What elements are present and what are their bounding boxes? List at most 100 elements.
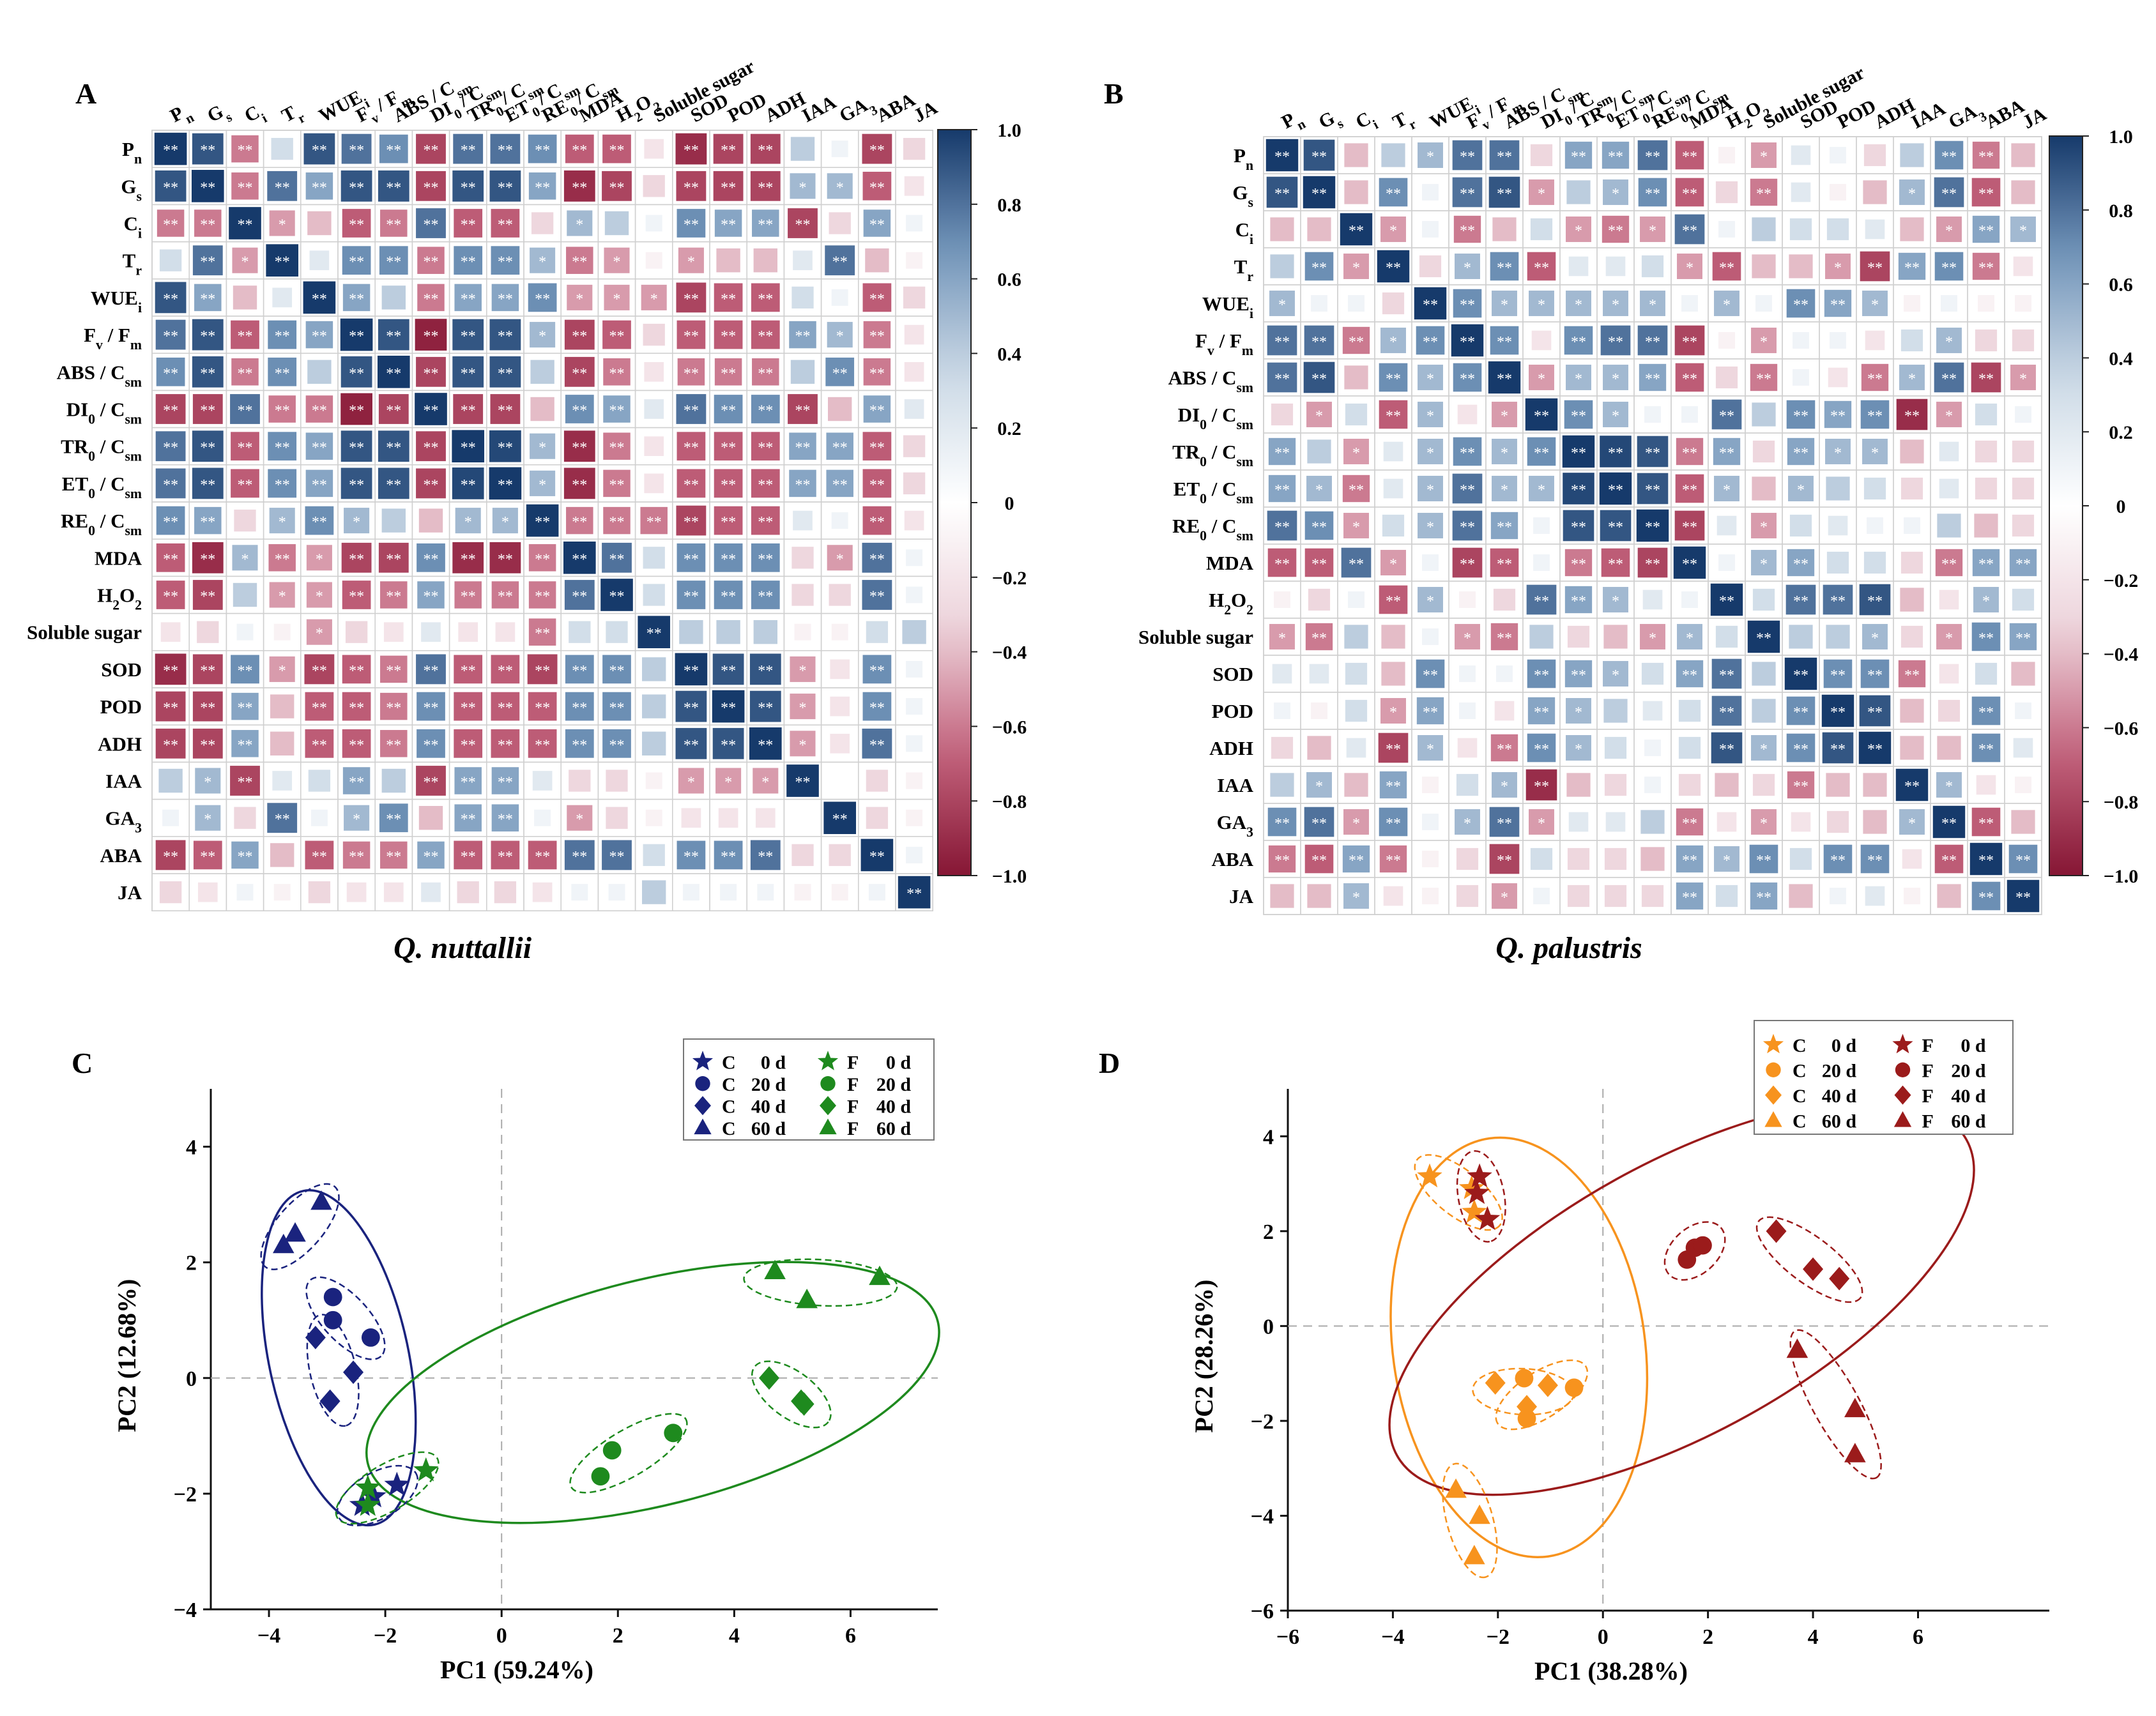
heatmap-cell [1604,773,1627,796]
significance-mark: ** [461,403,476,420]
significance-mark: * [1575,741,1582,758]
significance-mark: * [1501,890,1508,906]
significance-mark: ** [163,440,178,457]
significance-mark: ** [1386,408,1401,425]
significance-mark: ** [1349,853,1364,869]
heatmap-cell [564,580,595,610]
heatmap-cell [794,623,811,641]
significance-mark: ** [1978,704,1994,721]
significance-mark: ** [1978,890,1994,906]
heatmap-cell [1459,591,1476,608]
heatmap-cell [155,394,186,424]
heatmap-cell [1270,217,1294,241]
cluster-ellipse [1442,1462,1498,1579]
heatmap-cell [753,620,777,644]
colorbar-tick-label: −0.8 [2104,792,2139,813]
significance-mark: ** [1867,593,1883,610]
heatmap-cell [1937,884,1961,908]
significance-mark: ** [535,291,550,308]
significance-mark: * [1538,371,1545,388]
heatmap-cell [827,173,853,199]
significance-mark: ** [684,328,699,345]
heatmap-cell [904,324,924,345]
heatmap-cell [1307,439,1331,464]
significance-mark: ** [424,477,439,494]
significance-mark: * [1871,445,1879,462]
significance-mark: ** [869,440,885,457]
colorbar-tick-label: −0.2 [992,568,1027,589]
row-label: Tr [123,250,142,278]
data-point [323,1287,342,1307]
heatmap-cell [1752,402,1776,427]
heatmap-cell [862,580,892,610]
heatmap-cell [528,618,556,646]
significance-mark: * [1315,408,1323,425]
significance-mark: ** [721,328,736,345]
significance-mark: ** [312,700,327,717]
data-point [319,1389,340,1413]
heatmap-cell [380,841,408,869]
heatmap-cell [831,623,848,641]
significance-mark: ** [2015,630,2031,647]
heatmap-cell [906,772,923,789]
heatmap-cell [1422,554,1439,571]
significance-mark: ** [684,663,699,680]
cluster-ellipse [305,1276,386,1360]
significance-mark: * [1649,297,1656,314]
heatmap-cell [1303,139,1335,171]
heatmap-cell [1640,291,1665,316]
heatmap-cell [602,171,632,201]
heatmap-cell [751,395,780,423]
significance-mark: ** [609,849,625,865]
significance-mark: * [1352,816,1360,832]
significance-mark: ** [869,291,885,308]
heatmap-cell [1638,178,1667,207]
heatmap-cell [903,472,926,495]
heatmap-cell [1678,773,1701,796]
row-label: TR0 / Csm [1172,441,1253,469]
heatmap-cell [305,729,334,758]
significance-mark: ** [684,514,699,531]
heatmap-cell [862,133,892,164]
heatmap-cell [192,654,223,685]
row-label: WUEi [91,287,142,315]
heatmap-cell [344,508,370,534]
significance-mark: ** [572,514,587,531]
heatmap-cell [791,584,814,606]
significance-mark: ** [1274,853,1290,869]
row-label: SOD [101,658,142,681]
heatmap-cell [751,432,780,461]
heatmap-cell [713,171,744,201]
heatmap-cell [159,249,182,271]
significance-mark: ** [1311,334,1327,351]
colorbar-tick-label: 0.8 [997,195,1021,216]
x-tick-label: 0 [496,1624,507,1648]
significance-mark: ** [238,737,253,754]
heatmap-cell [310,809,328,826]
heatmap-cell [829,584,851,606]
heatmap-cell [602,134,631,163]
heatmap-cell [604,247,630,273]
heatmap-cell [1715,773,1739,797]
significance-mark: ** [163,663,178,680]
significance-mark: ** [1645,556,1660,573]
significance-mark: ** [424,440,439,457]
heatmap-cell [898,876,931,909]
significance-mark: ** [1571,519,1586,536]
significance-mark: * [1426,593,1434,610]
legend-marker [695,1076,710,1091]
heatmap-cell [1789,625,1813,649]
significance-mark: ** [758,440,773,457]
heatmap-cell [1568,812,1589,832]
heatmap-cell [638,616,671,649]
data-point [664,1424,683,1443]
significance-mark: ** [2015,556,2031,573]
significance-mark: ** [572,179,587,196]
significance-mark: * [1575,371,1582,388]
heatmap-cell [345,621,368,643]
heatmap-cell [643,323,665,346]
heatmap-cell [750,171,781,201]
heatmap-cell [1459,665,1476,682]
heatmap-cell [1972,215,2000,243]
column-label: GA3 [1945,98,1989,139]
